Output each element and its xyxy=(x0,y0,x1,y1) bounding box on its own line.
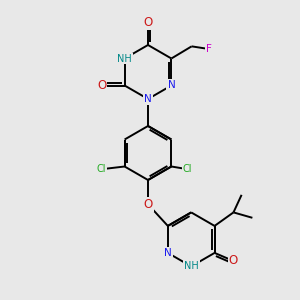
Text: O: O xyxy=(143,16,153,28)
Text: O: O xyxy=(143,198,153,211)
Text: NH: NH xyxy=(117,53,132,64)
Text: Cl: Cl xyxy=(183,164,192,174)
Text: NH: NH xyxy=(184,261,199,272)
Text: N: N xyxy=(144,94,152,104)
Text: Cl: Cl xyxy=(97,164,106,174)
Text: N: N xyxy=(164,248,172,258)
Text: O: O xyxy=(229,254,238,268)
Text: O: O xyxy=(97,79,106,92)
Text: F: F xyxy=(206,44,212,54)
Text: N: N xyxy=(167,80,175,91)
